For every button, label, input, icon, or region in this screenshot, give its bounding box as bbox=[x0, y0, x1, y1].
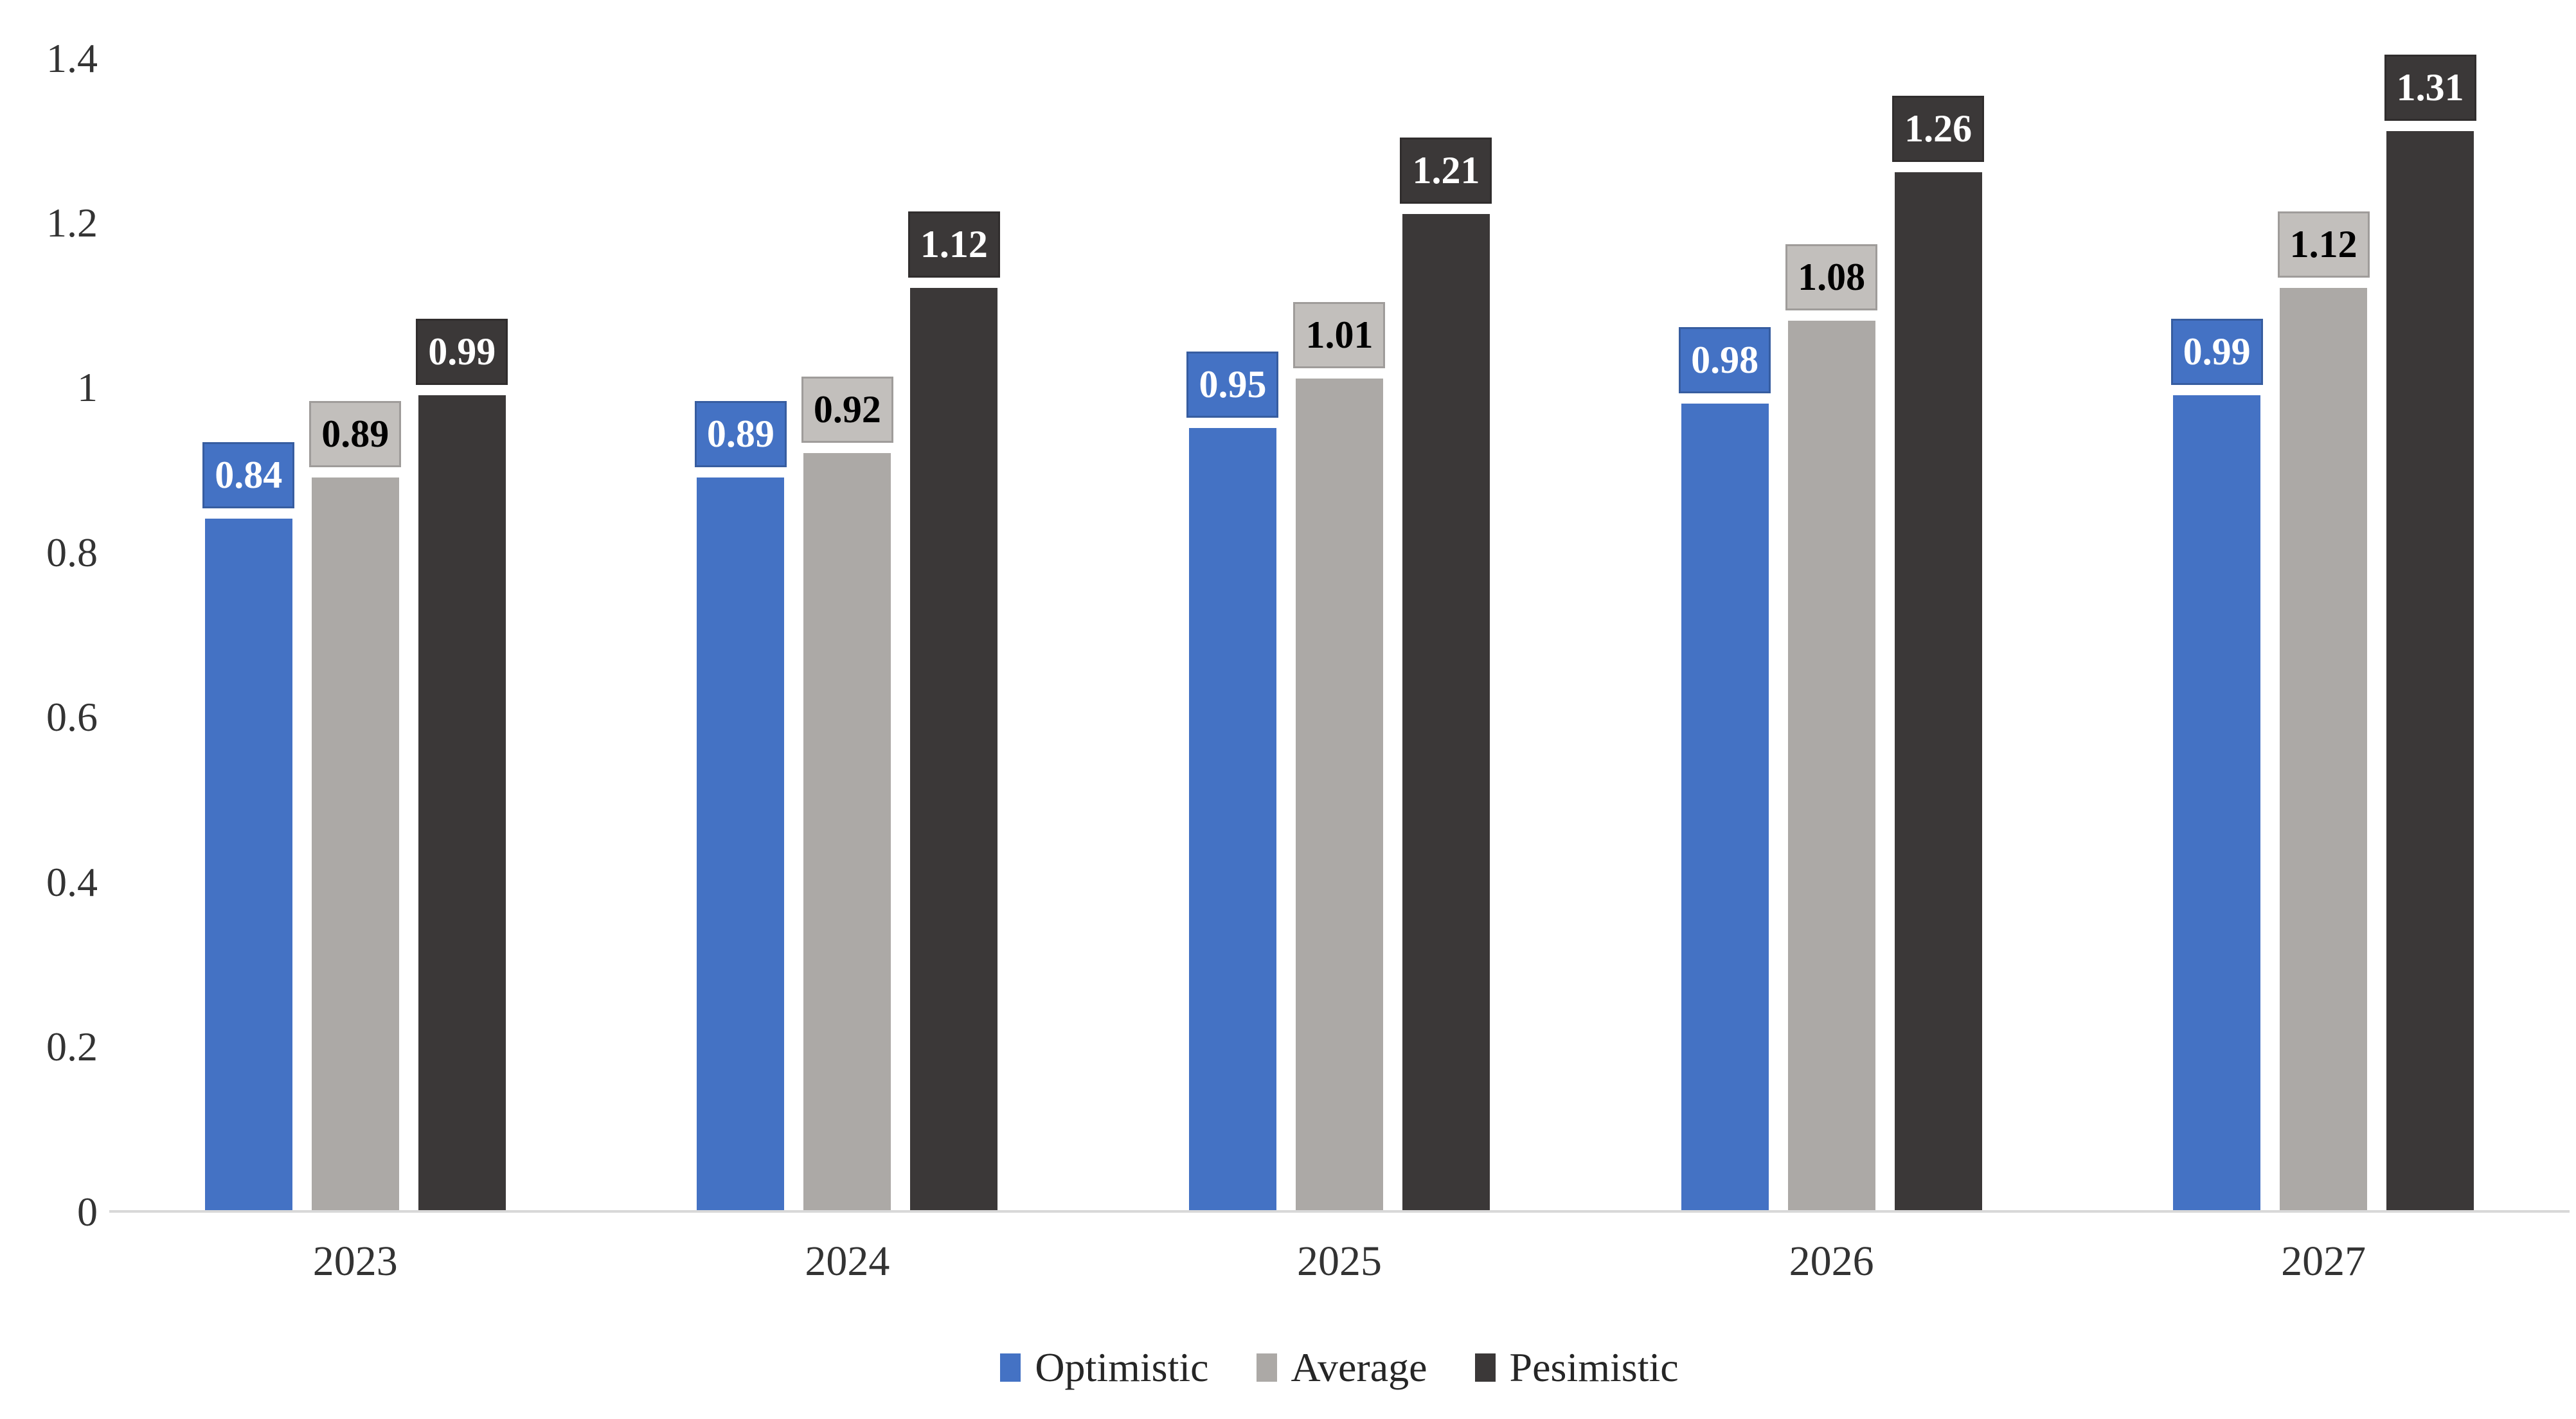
bar-group-2024: 0.89 0.92 1.12 bbox=[602, 0, 1094, 1211]
bar-pesimistic-2025 bbox=[1402, 214, 1490, 1211]
data-label-optimistic-2026: 0.98 bbox=[1679, 327, 1771, 393]
data-label-optimistic-2025: 0.95 bbox=[1186, 352, 1279, 418]
bar-cell-pesimistic-2025: 1.21 bbox=[1400, 138, 1492, 1211]
legend-item-optimistic: Optimistic bbox=[1000, 1342, 1209, 1393]
y-tick-0.6: 0.6 bbox=[46, 694, 98, 740]
bar-cell-optimistic-2024: 0.89 bbox=[694, 401, 787, 1211]
bar-cell-pesimistic-2024: 1.12 bbox=[908, 211, 1000, 1211]
data-label-optimistic-2027: 0.99 bbox=[2170, 319, 2263, 385]
data-label-pesimistic-2024: 1.12 bbox=[908, 211, 1000, 278]
data-label-optimistic-2023: 0.84 bbox=[202, 442, 295, 508]
legend-item-pesimistic: Pesimistic bbox=[1474, 1342, 1679, 1393]
y-tick-0.2: 0.2 bbox=[46, 1024, 98, 1069]
bar-average-2024 bbox=[803, 453, 891, 1211]
bar-cell-average-2027: 1.12 bbox=[2277, 211, 2370, 1211]
legend-marker-optimistic-icon bbox=[1000, 1353, 1021, 1382]
x-label-2026: 2026 bbox=[1789, 1238, 1874, 1285]
bar-average-2027 bbox=[2280, 288, 2368, 1211]
data-label-average-2025: 1.01 bbox=[1293, 302, 1386, 368]
y-tick-0: 0 bbox=[77, 1189, 98, 1235]
legend: Optimistic Average Pesimistic bbox=[109, 1342, 2570, 1393]
bar-group-2026: 0.98 1.08 1.26 bbox=[1586, 0, 2078, 1211]
y-tick-1.4: 1.4 bbox=[46, 35, 98, 81]
bar-cell-optimistic-2027: 0.99 bbox=[2170, 319, 2263, 1211]
data-label-pesimistic-2026: 1.26 bbox=[1892, 96, 1985, 162]
data-label-average-2024: 0.92 bbox=[801, 377, 893, 443]
data-label-optimistic-2024: 0.89 bbox=[694, 401, 787, 467]
legend-label-optimistic: Optimistic bbox=[1035, 1344, 1209, 1390]
bar-average-2026 bbox=[1787, 321, 1875, 1211]
legend-marker-average-icon bbox=[1256, 1353, 1277, 1382]
bar-cell-optimistic-2026: 0.98 bbox=[1679, 327, 1771, 1211]
bar-group-2023: 0.84 0.89 0.99 bbox=[109, 0, 602, 1211]
bar-average-2023 bbox=[311, 477, 399, 1211]
bar-optimistic-2025 bbox=[1188, 428, 1276, 1211]
bar-optimistic-2027 bbox=[2173, 395, 2261, 1211]
x-axis-labels: 2023 2024 2025 2026 2027 bbox=[109, 1233, 2570, 1290]
legend-label-pesimistic: Pesimistic bbox=[1509, 1344, 1679, 1390]
data-label-pesimistic-2023: 0.99 bbox=[416, 319, 508, 385]
bar-group-2025: 0.95 1.01 1.21 bbox=[1093, 0, 1586, 1211]
x-label-2024: 2024 bbox=[805, 1238, 890, 1285]
bar-cell-average-2025: 1.01 bbox=[1293, 302, 1386, 1211]
bar-optimistic-2024 bbox=[697, 477, 785, 1211]
bar-cell-optimistic-2023: 0.84 bbox=[202, 442, 295, 1211]
data-label-pesimistic-2027: 1.31 bbox=[2384, 55, 2476, 121]
data-label-average-2027: 1.12 bbox=[2277, 211, 2370, 278]
bar-pesimistic-2024 bbox=[910, 288, 998, 1211]
bar-optimistic-2023 bbox=[204, 519, 292, 1211]
bar-group-2027: 0.99 1.12 1.31 bbox=[2077, 0, 2570, 1211]
bar-average-2025 bbox=[1295, 379, 1383, 1211]
bar-cell-pesimistic-2026: 1.26 bbox=[1892, 96, 1985, 1211]
data-label-average-2023: 0.89 bbox=[309, 401, 402, 467]
y-tick-0.4: 0.4 bbox=[46, 859, 98, 905]
plot-area: 0.84 0.89 0.99 0.89 0.92 1.12 bbox=[109, 0, 2570, 1211]
x-label-2027: 2027 bbox=[2281, 1238, 2366, 1285]
bar-cell-average-2023: 0.89 bbox=[309, 401, 402, 1211]
bar-cell-pesimistic-2023: 0.99 bbox=[416, 319, 508, 1211]
bar-pesimistic-2026 bbox=[1894, 172, 1982, 1211]
x-label-2023: 2023 bbox=[312, 1238, 398, 1285]
data-label-average-2026: 1.08 bbox=[1785, 244, 1878, 310]
legend-label-average: Average bbox=[1291, 1344, 1427, 1390]
y-tick-1: 1 bbox=[77, 364, 98, 410]
data-label-pesimistic-2025: 1.21 bbox=[1400, 138, 1492, 204]
legend-marker-pesimistic-icon bbox=[1474, 1353, 1496, 1382]
bar-cell-average-2026: 1.08 bbox=[1785, 244, 1878, 1211]
bar-cell-pesimistic-2027: 1.31 bbox=[2384, 55, 2476, 1211]
bar-cell-average-2024: 0.92 bbox=[801, 377, 893, 1211]
bar-pesimistic-2023 bbox=[418, 395, 506, 1211]
legend-item-average: Average bbox=[1256, 1342, 1427, 1393]
x-label-2025: 2025 bbox=[1296, 1238, 1382, 1285]
bar-cell-optimistic-2025: 0.95 bbox=[1186, 352, 1279, 1211]
y-tick-0.8: 0.8 bbox=[46, 530, 98, 575]
y-tick-1.2: 1.2 bbox=[46, 200, 98, 245]
x-axis-line bbox=[109, 1210, 2570, 1213]
bar-pesimistic-2027 bbox=[2386, 131, 2474, 1211]
bar-optimistic-2026 bbox=[1681, 404, 1769, 1211]
